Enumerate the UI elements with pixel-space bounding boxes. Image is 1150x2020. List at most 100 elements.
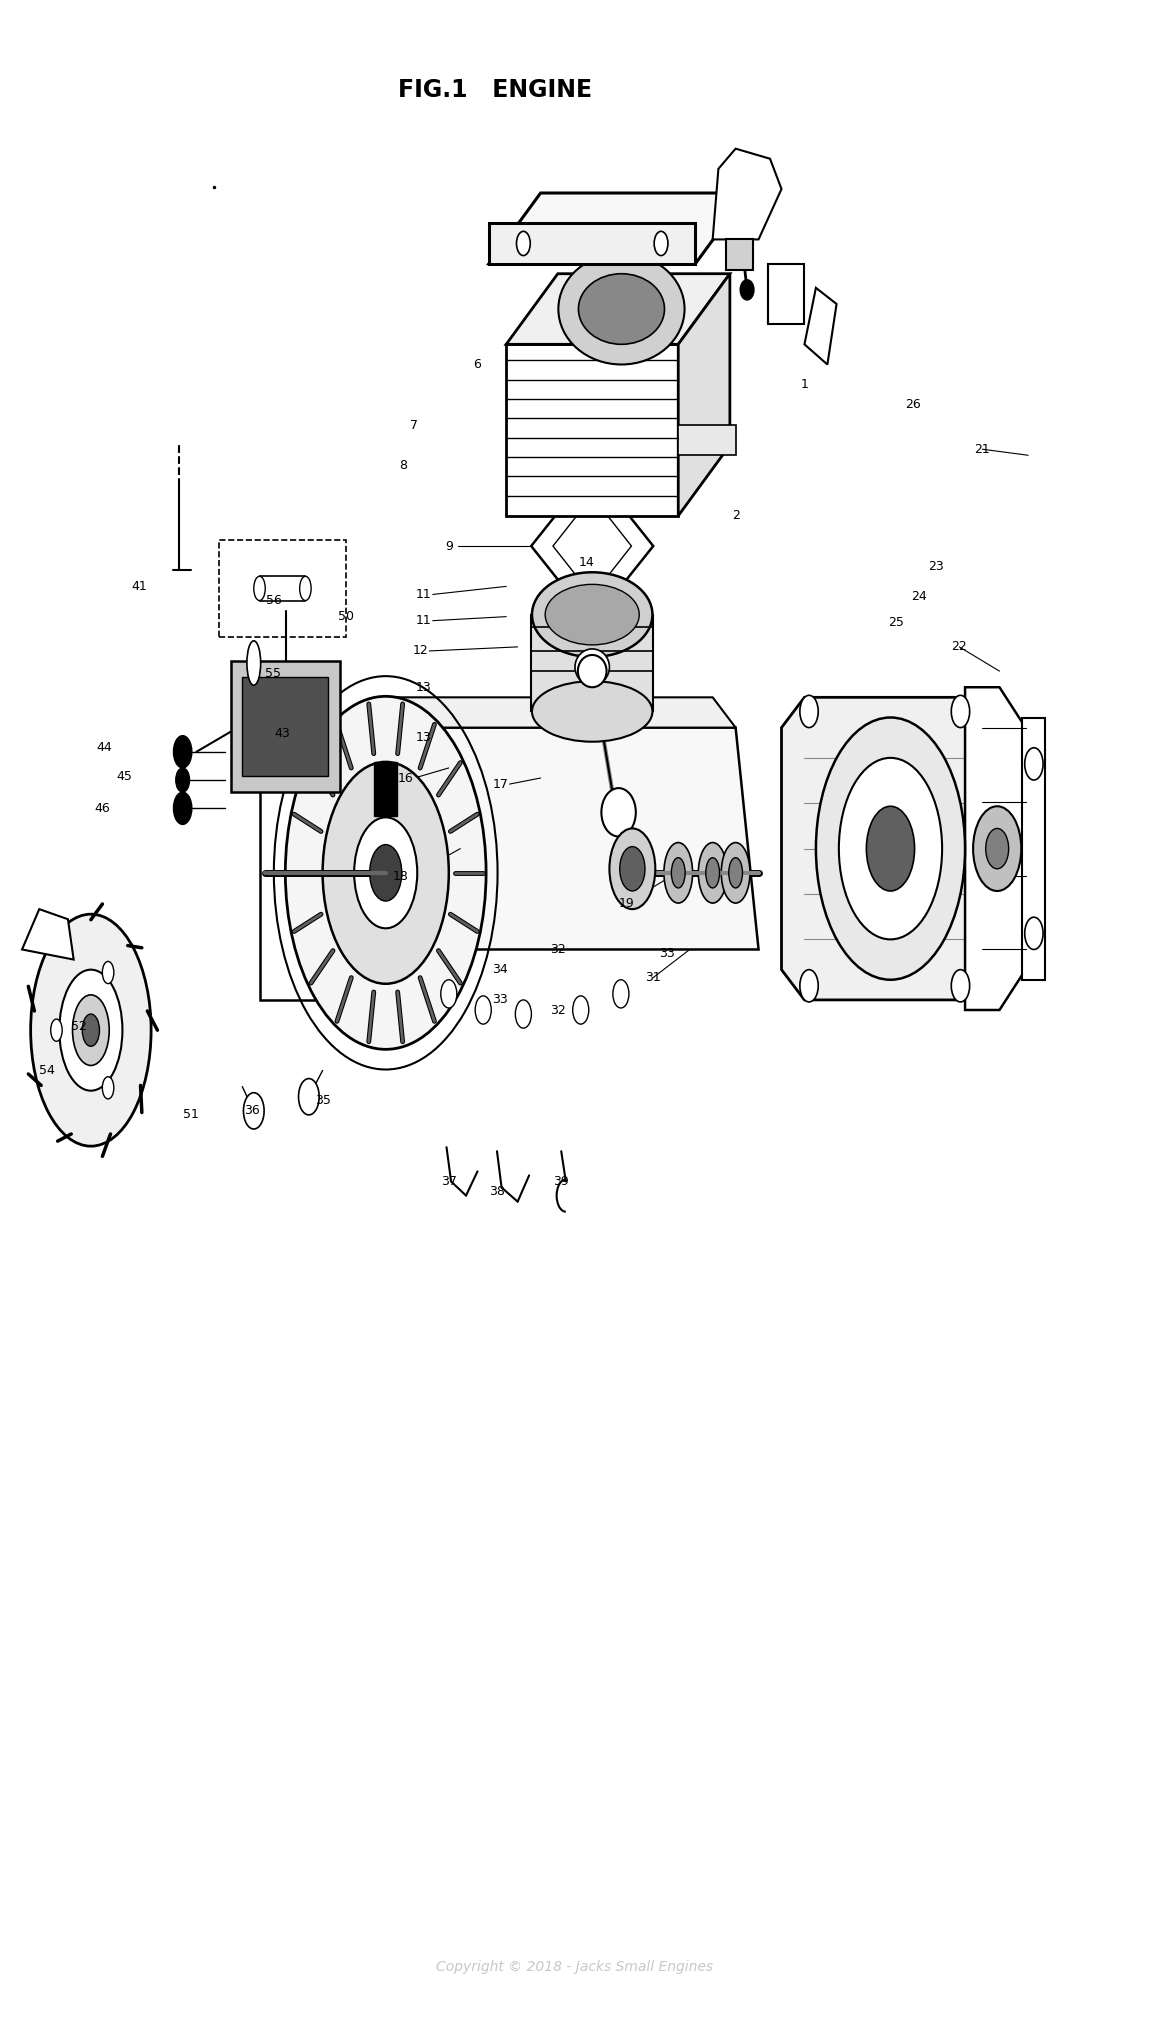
Ellipse shape xyxy=(475,996,491,1024)
Text: 22: 22 xyxy=(951,640,967,652)
Text: 38: 38 xyxy=(489,1186,505,1198)
Text: 54: 54 xyxy=(39,1065,55,1077)
Text: 25: 25 xyxy=(888,616,904,628)
Ellipse shape xyxy=(559,255,684,364)
Text: 19: 19 xyxy=(619,897,635,909)
Polygon shape xyxy=(713,149,782,240)
Ellipse shape xyxy=(244,1093,264,1129)
Ellipse shape xyxy=(60,970,122,1091)
Polygon shape xyxy=(414,727,759,949)
Text: 16: 16 xyxy=(398,772,413,784)
Text: 45: 45 xyxy=(116,770,132,782)
Ellipse shape xyxy=(610,828,655,909)
Polygon shape xyxy=(531,614,653,711)
Polygon shape xyxy=(678,275,730,515)
Text: 26: 26 xyxy=(905,398,921,412)
Ellipse shape xyxy=(706,858,720,889)
Ellipse shape xyxy=(515,1000,531,1028)
Text: 11: 11 xyxy=(415,588,431,602)
Text: 51: 51 xyxy=(183,1109,199,1121)
Text: 50: 50 xyxy=(338,610,353,622)
Text: 34: 34 xyxy=(492,964,508,976)
Ellipse shape xyxy=(620,846,645,891)
Text: 6: 6 xyxy=(474,358,482,372)
Ellipse shape xyxy=(578,275,665,343)
Ellipse shape xyxy=(573,996,589,1024)
Ellipse shape xyxy=(440,980,457,1008)
Ellipse shape xyxy=(254,576,266,600)
Polygon shape xyxy=(965,687,1028,1010)
Ellipse shape xyxy=(354,818,417,929)
Text: 44: 44 xyxy=(97,741,113,753)
Ellipse shape xyxy=(247,640,261,685)
Bar xyxy=(220,539,345,636)
Ellipse shape xyxy=(866,806,914,891)
Ellipse shape xyxy=(973,806,1021,891)
Ellipse shape xyxy=(176,768,190,792)
Ellipse shape xyxy=(299,1079,320,1115)
Text: 33: 33 xyxy=(659,947,675,960)
Text: 18: 18 xyxy=(392,871,408,883)
Ellipse shape xyxy=(72,996,109,1065)
Ellipse shape xyxy=(102,1077,114,1099)
Text: 13: 13 xyxy=(415,681,431,693)
Text: 14: 14 xyxy=(578,556,595,570)
Ellipse shape xyxy=(601,788,636,836)
Ellipse shape xyxy=(800,970,818,1002)
Ellipse shape xyxy=(741,279,754,299)
Ellipse shape xyxy=(174,735,192,768)
Ellipse shape xyxy=(102,962,114,984)
Polygon shape xyxy=(489,224,696,265)
Ellipse shape xyxy=(577,654,606,687)
Text: 31: 31 xyxy=(645,972,661,984)
Ellipse shape xyxy=(1025,747,1043,780)
Text: FIG.1   ENGINE: FIG.1 ENGINE xyxy=(398,79,592,103)
Text: 24: 24 xyxy=(911,590,927,602)
Polygon shape xyxy=(380,727,414,990)
Text: 46: 46 xyxy=(94,802,110,814)
Text: 9: 9 xyxy=(445,539,453,553)
Text: 43: 43 xyxy=(275,727,290,739)
Ellipse shape xyxy=(51,1018,62,1040)
Ellipse shape xyxy=(721,842,750,903)
Polygon shape xyxy=(243,677,329,776)
Polygon shape xyxy=(678,424,736,454)
Text: 17: 17 xyxy=(492,778,508,790)
Ellipse shape xyxy=(285,697,486,1048)
Ellipse shape xyxy=(532,681,652,741)
Text: 2: 2 xyxy=(731,509,739,523)
Text: 13: 13 xyxy=(415,731,431,743)
Ellipse shape xyxy=(698,842,727,903)
Ellipse shape xyxy=(800,695,818,727)
Polygon shape xyxy=(782,697,982,1000)
Polygon shape xyxy=(391,697,736,727)
Ellipse shape xyxy=(575,648,610,685)
Polygon shape xyxy=(805,287,836,364)
Ellipse shape xyxy=(951,970,969,1002)
Ellipse shape xyxy=(613,980,629,1008)
Ellipse shape xyxy=(838,758,942,939)
Text: 33: 33 xyxy=(492,994,508,1006)
Polygon shape xyxy=(489,194,748,265)
Text: 21: 21 xyxy=(974,442,990,457)
Text: 12: 12 xyxy=(412,644,428,656)
Ellipse shape xyxy=(815,717,965,980)
Text: 37: 37 xyxy=(440,1176,457,1188)
Ellipse shape xyxy=(369,844,401,901)
Polygon shape xyxy=(1022,717,1045,980)
Text: 1: 1 xyxy=(800,378,808,392)
Ellipse shape xyxy=(532,572,652,656)
Polygon shape xyxy=(727,240,753,271)
Ellipse shape xyxy=(986,828,1009,869)
Text: 36: 36 xyxy=(244,1105,260,1117)
Ellipse shape xyxy=(1025,917,1043,949)
Ellipse shape xyxy=(672,858,685,889)
Ellipse shape xyxy=(83,1014,100,1046)
Polygon shape xyxy=(374,762,397,816)
Ellipse shape xyxy=(729,858,743,889)
Polygon shape xyxy=(260,576,306,600)
Ellipse shape xyxy=(664,842,692,903)
Polygon shape xyxy=(553,497,631,596)
Ellipse shape xyxy=(516,232,530,257)
Ellipse shape xyxy=(654,232,668,257)
